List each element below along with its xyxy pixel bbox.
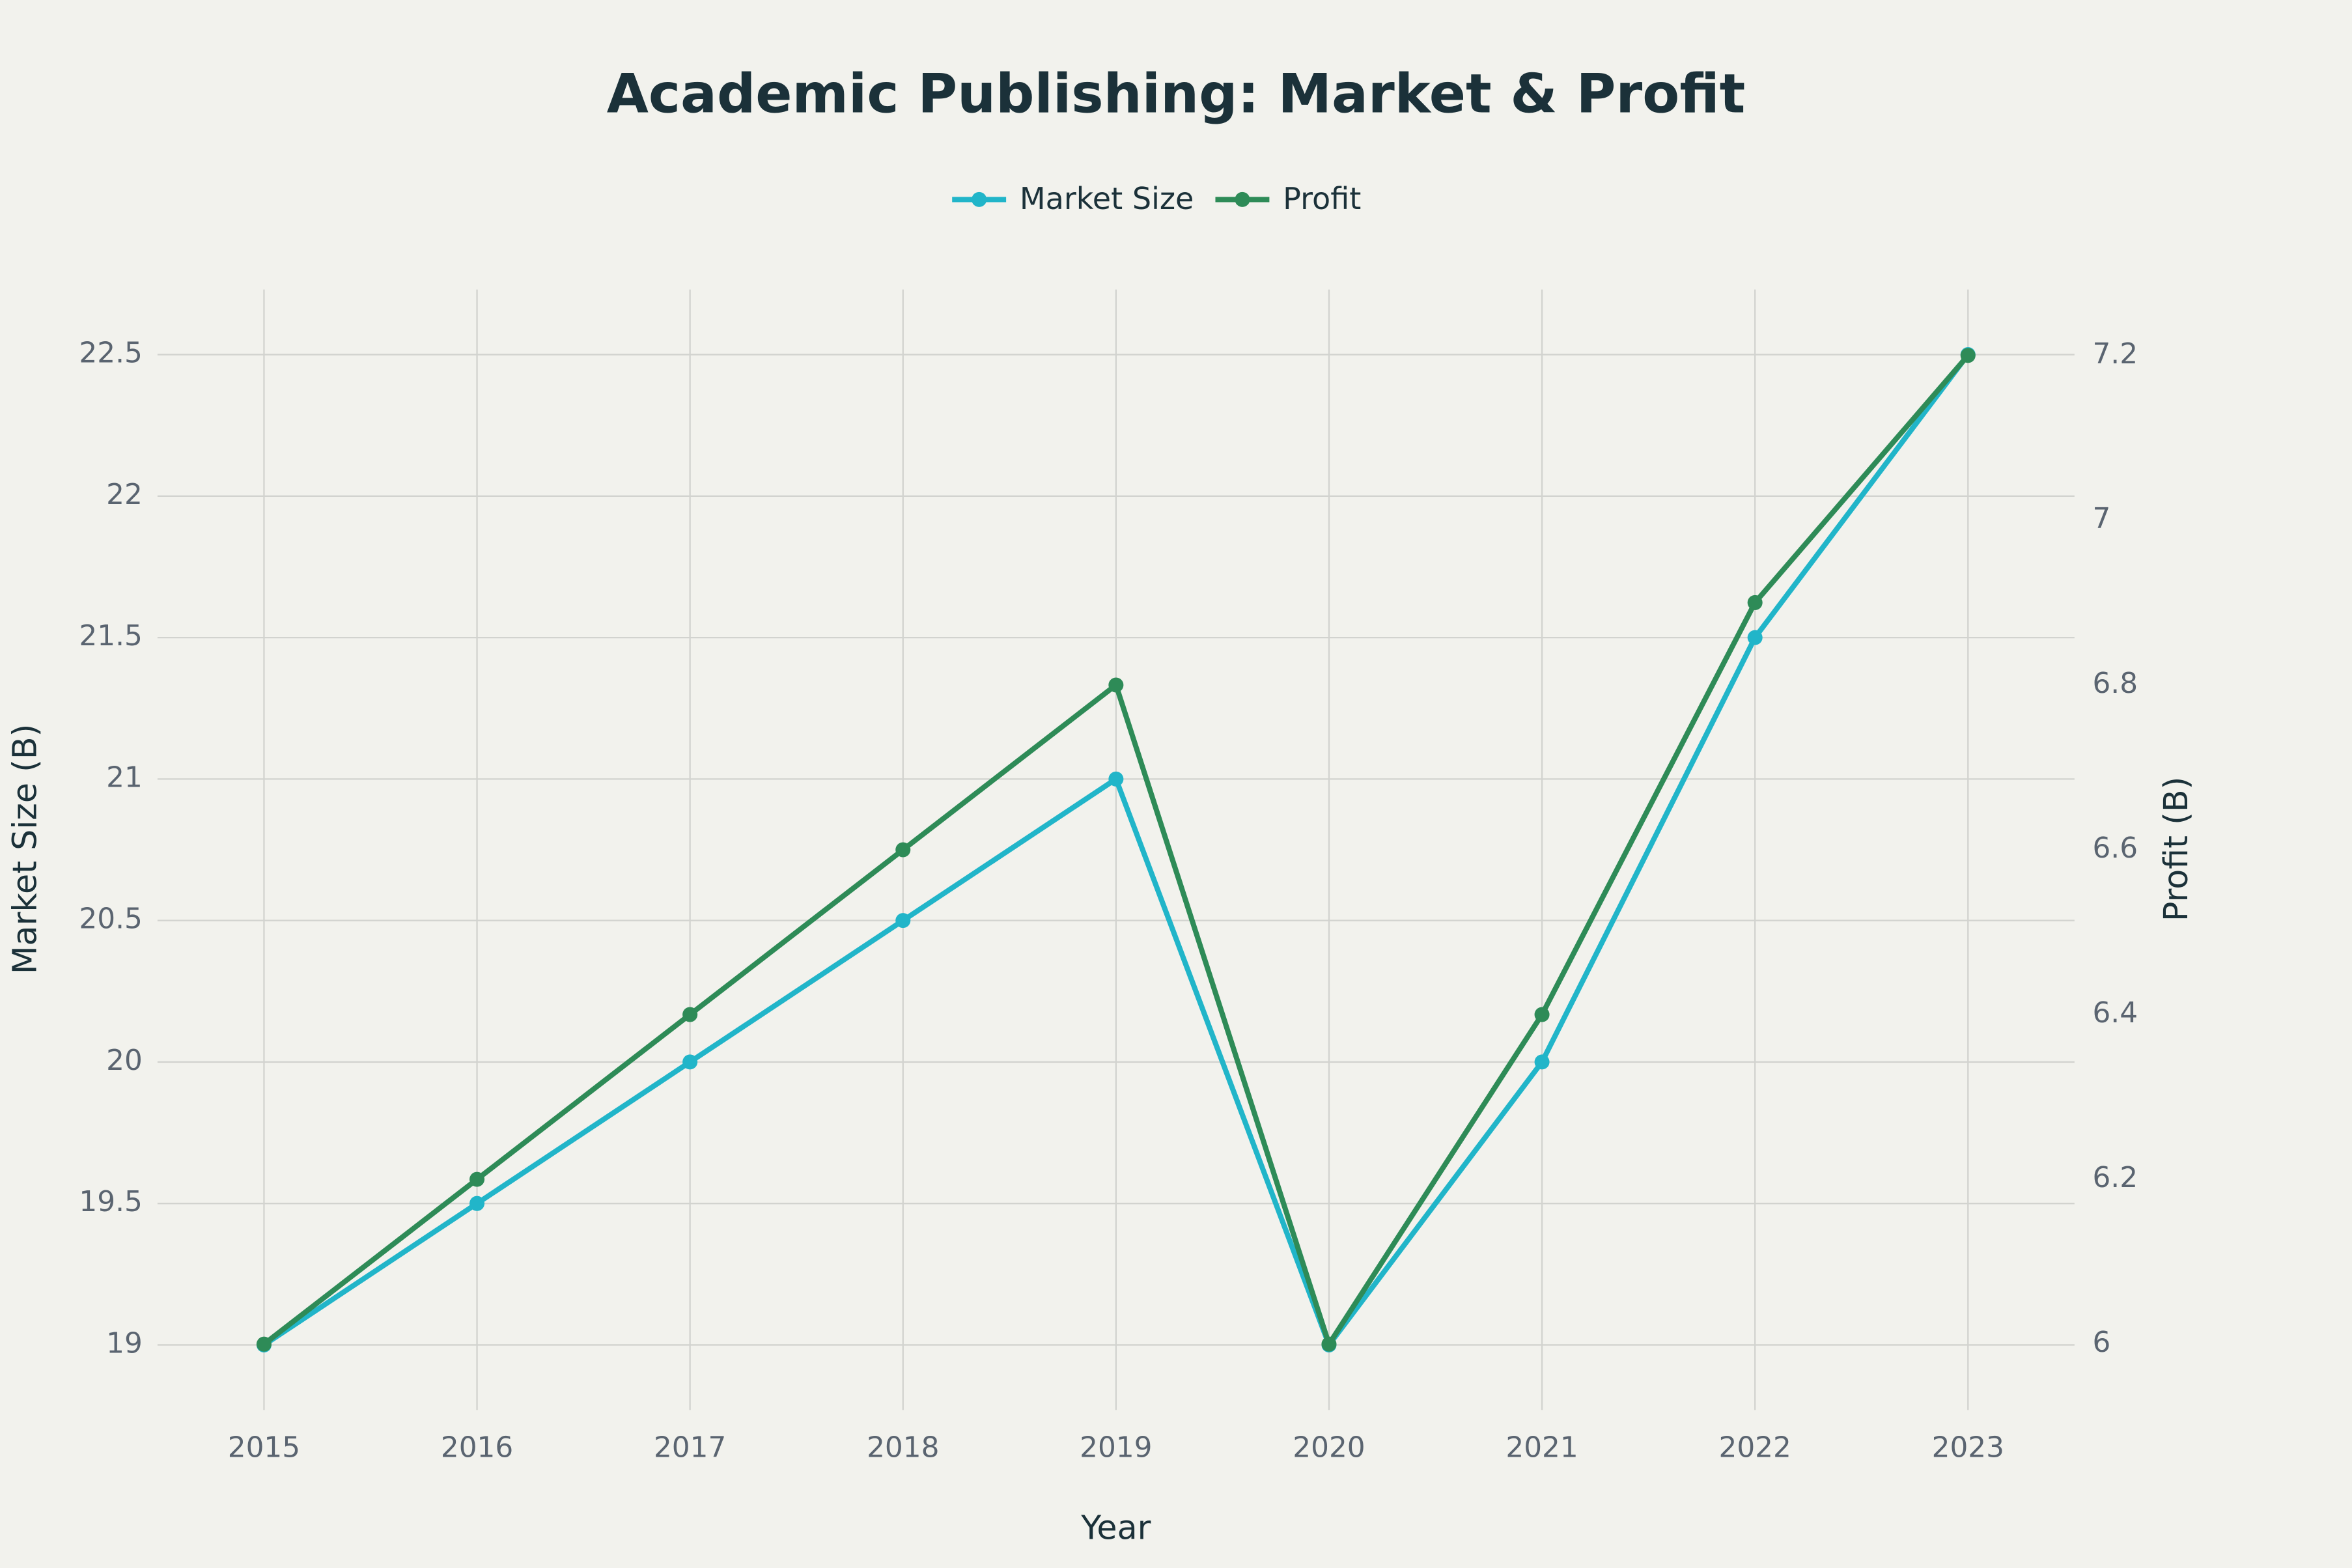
data-point	[682, 1054, 698, 1070]
y-tick-label: 22	[106, 478, 143, 511]
y-tick-label: 21	[106, 761, 143, 794]
x-axis-title: Year	[1080, 1509, 1151, 1547]
x-tick-label: 2015	[228, 1431, 300, 1464]
y-tick-label: 20	[106, 1044, 143, 1077]
y2-axis-title: Profit (B)	[2157, 777, 2195, 922]
data-point	[682, 1007, 698, 1022]
x-tick-label: 2019	[1080, 1431, 1152, 1464]
data-point	[1747, 630, 1763, 645]
data-point	[895, 913, 911, 929]
y2-tick-label: 6	[2092, 1326, 2110, 1359]
data-point	[1108, 771, 1124, 787]
y2-tick-label: 6.6	[2092, 832, 2138, 865]
y-tick-label: 20.5	[79, 903, 142, 936]
legend-label: Profit	[1283, 181, 1361, 216]
data-point	[1960, 348, 1976, 363]
legend-marker	[972, 191, 987, 207]
x-tick-label: 2021	[1505, 1431, 1578, 1464]
y2-tick-label: 6.4	[2092, 996, 2138, 1029]
y-tick-label: 19.5	[79, 1185, 142, 1218]
data-point	[1534, 1007, 1550, 1022]
y2-tick-label: 7	[2092, 502, 2110, 535]
data-point	[1108, 677, 1124, 693]
data-point	[895, 842, 911, 858]
data-point	[256, 1336, 272, 1352]
y2-tick-label: 6.8	[2092, 667, 2138, 700]
data-point	[469, 1196, 485, 1211]
data-point	[1534, 1054, 1550, 1070]
y-tick-label: 19	[106, 1326, 143, 1360]
y2-tick-label: 7.2	[2092, 337, 2138, 371]
data-point	[469, 1171, 485, 1187]
y2-tick-label: 6.2	[2092, 1161, 2138, 1194]
x-tick-label: 2023	[1932, 1431, 2004, 1464]
y-tick-label: 22.5	[79, 337, 142, 370]
x-tick-label: 2017	[654, 1431, 726, 1464]
data-point	[1321, 1336, 1337, 1352]
x-tick-label: 2020	[1293, 1431, 1365, 1464]
y-axis-title: Market Size (B)	[5, 724, 44, 975]
x-tick-label: 2018	[867, 1431, 939, 1464]
x-tick-label: 2016	[441, 1431, 513, 1464]
chart-title: Academic Publishing: Market & Profit	[607, 63, 1746, 126]
x-tick-label: 2022	[1719, 1431, 1791, 1464]
data-point	[1747, 595, 1763, 610]
y-tick-label: 21.5	[79, 619, 142, 652]
legend-label: Market Size	[1020, 181, 1194, 216]
legend-marker	[1235, 191, 1250, 207]
